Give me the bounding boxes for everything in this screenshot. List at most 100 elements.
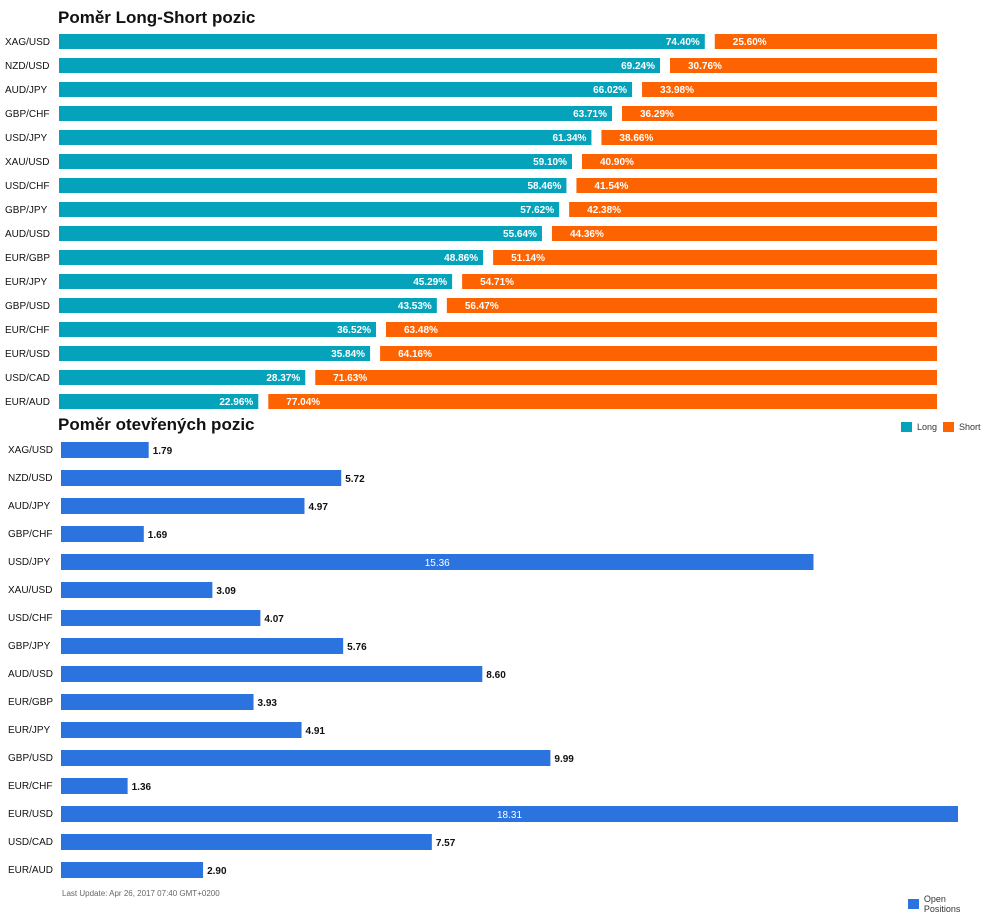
open-value-usd-chf: 4.07 [264,614,284,625]
open-bar-eur-gbp [61,694,254,710]
long-value-xau-usd: 59.10% [533,157,567,168]
short-bar-eur-aud [268,394,937,409]
open-category-label-gbp-usd: GBP/USD [8,753,53,764]
short-value-eur-jpy: 54.71% [480,277,514,288]
short-bar-eur-usd [380,346,937,361]
long-value-gbp-jpy: 57.62% [520,205,554,216]
long-value-eur-gbp: 48.86% [444,253,478,264]
short-bar-xau-usd [581,154,937,169]
category-label-usd-chf: USD/CHF [5,181,49,192]
short-value-usd-jpy: 38.66% [619,133,653,144]
short-bar-aud-jpy [642,82,937,97]
short-value-aud-usd: 44.36% [570,229,604,240]
open-value-nzd-usd: 5.72 [345,474,365,485]
long-value-eur-jpy: 45.29% [413,277,447,288]
long-value-usd-chf: 58.46% [528,181,562,192]
open-category-label-nzd-usd: NZD/USD [8,473,52,484]
open-category-label-eur-jpy: EUR/JPY [8,725,51,736]
short-bar-gbp-usd [446,298,937,313]
open-category-label-xag-usd: XAG/USD [8,445,53,456]
short-value-gbp-chf: 36.29% [640,109,674,120]
open-value-eur-chf: 1.36 [132,782,152,793]
long-bar-usd-cad [59,370,306,385]
short-bar-xag-usd [714,34,937,49]
open-value-usd-jpy: 15.36 [425,558,450,569]
open-category-label-aud-usd: AUD/USD [8,669,53,680]
short-value-gbp-jpy: 42.38% [587,205,621,216]
category-label-aud-jpy: AUD/JPY [5,85,48,96]
open-bar-usd-chf [61,610,261,626]
category-label-aud-usd: AUD/USD [5,229,50,240]
short-bar-eur-jpy [462,274,937,289]
short-value-nzd-usd: 30.76% [688,61,722,72]
open-value-gbp-usd: 9.99 [554,754,574,765]
open-bar-usd-jpy [61,554,814,570]
long-value-xag-usd: 74.40% [666,37,700,48]
open-category-label-gbp-chf: GBP/CHF [8,529,52,540]
category-label-xau-usd: XAU/USD [5,157,49,168]
open-bar-usd-cad [61,834,432,850]
category-label-usd-jpy: USD/JPY [5,133,48,144]
long-short-chart: XAG/USD 74.40% 25.60% NZD/USD 69.24% 30.76% AU… [5,34,937,409]
long-bar-nzd-usd [59,58,661,73]
open-bar-aud-jpy [61,498,305,514]
legend-short-swatch [943,422,954,432]
open-category-label-usd-cad: USD/CAD [8,837,53,848]
open-category-label-usd-chf: USD/CHF [8,613,52,624]
open-category-label-gbp-jpy: GBP/JPY [8,641,51,652]
long-bar-usd-jpy [59,130,592,145]
category-label-nzd-usd: NZD/USD [5,61,49,72]
open-category-label-eur-usd: EUR/USD [8,809,53,820]
long-short-chart-title: Poměr Long-Short pozic [58,8,256,27]
open-category-label-xau-usd: XAU/USD [8,585,52,596]
short-value-eur-aud: 77.04% [286,397,320,408]
open-bar-nzd-usd [61,470,342,486]
long-bar-eur-aud [59,394,259,409]
long-bar-eur-gbp [59,250,484,265]
open-value-usd-cad: 7.57 [436,838,456,849]
long-bar-eur-usd [59,346,371,361]
long-bar-xag-usd [59,34,705,49]
long-bar-aud-usd [59,226,542,241]
open-value-eur-gbp: 3.93 [258,698,278,709]
open-bar-eur-usd [61,806,958,822]
long-bar-usd-chf [59,178,567,193]
open-value-gbp-jpy: 5.76 [347,642,367,653]
open-value-xau-usd: 3.09 [216,586,236,597]
open-bar-gbp-jpy [61,638,344,654]
legend-long-label: Long [917,422,938,432]
category-label-gbp-chf: GBP/CHF [5,109,49,120]
long-value-usd-cad: 28.37% [266,373,300,384]
long-value-eur-aud: 22.96% [219,397,253,408]
short-value-aud-jpy: 33.98% [660,85,694,96]
long-bar-gbp-usd [59,298,437,313]
short-bar-gbp-jpy [569,202,937,217]
legend-short: Short [943,422,981,432]
category-label-eur-aud: EUR/AUD [5,397,50,408]
short-bar-usd-cad [315,370,937,385]
legend-open-positions: Open Positions [908,894,984,914]
short-value-eur-usd: 64.16% [398,349,432,360]
open-value-xag-usd: 1.79 [153,446,173,457]
long-value-gbp-chf: 63.71% [573,109,607,120]
short-bar-eur-gbp [493,250,937,265]
open-value-eur-usd: 18.31 [497,810,522,821]
open-bar-gbp-chf [61,526,144,542]
open-value-eur-aud: 2.90 [207,866,227,877]
legend-open-label: Open Positions [923,894,961,914]
category-label-eur-jpy: EUR/JPY [5,277,48,288]
long-bar-xau-usd [59,154,572,169]
long-value-aud-usd: 55.64% [503,229,537,240]
open-value-gbp-chf: 1.69 [148,530,168,541]
category-label-gbp-usd: GBP/USD [5,301,50,312]
open-bar-xau-usd [61,582,213,598]
open-bar-gbp-usd [61,750,551,766]
open-bar-eur-jpy [61,722,302,738]
long-value-usd-jpy: 61.34% [553,133,587,144]
short-bar-nzd-usd [670,58,937,73]
short-bar-eur-chf [385,322,937,337]
category-label-xag-usd: XAG/USD [5,37,50,48]
open-category-label-usd-jpy: USD/JPY [8,557,51,568]
long-value-gbp-usd: 43.53% [398,301,432,312]
